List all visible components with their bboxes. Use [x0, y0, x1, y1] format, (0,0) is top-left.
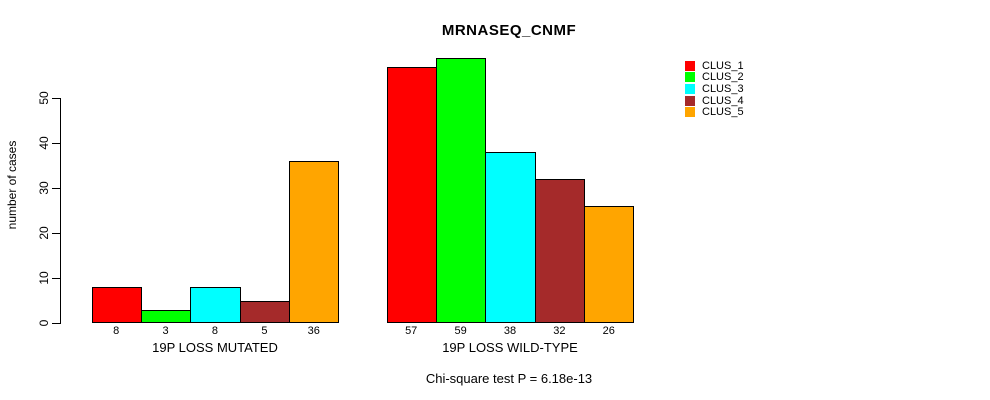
bar-value-label: 38	[503, 325, 517, 337]
y-tick-mark	[52, 98, 60, 99]
bar-value-label: 8	[113, 325, 120, 337]
bar-clus_2	[435, 57, 487, 323]
y-tick-label: 0	[37, 319, 51, 327]
legend-label: CLUS_1	[702, 59, 744, 72]
y-tick-label: 30	[37, 181, 51, 195]
bar-value-label: 32	[553, 325, 566, 337]
legend-swatch-clus_3	[685, 83, 695, 94]
chart-title: MRNASEQ_CNMF	[441, 22, 577, 39]
chi-square-subtitle: Chi-square test P = 6.18e-13	[425, 371, 593, 386]
bar-clus_5	[584, 206, 635, 323]
legend-row: CLUS_2	[685, 72, 744, 84]
legend-label: CLUS_4	[702, 94, 744, 107]
bar-clus_1	[386, 66, 437, 323]
y-tick-label: 10	[37, 271, 51, 285]
legend-label: CLUS_2	[702, 71, 744, 84]
bar-value-label: 59	[454, 325, 467, 337]
bar-clus_4	[534, 179, 586, 323]
y-axis-line	[60, 98, 61, 324]
bar-clus_2	[140, 309, 192, 323]
y-tick-mark	[52, 278, 60, 279]
bar-clus_3	[485, 152, 536, 323]
bar-value-label: 26	[602, 325, 615, 337]
legend-row: CLUS_3	[685, 83, 744, 95]
y-tick-label: 20	[37, 226, 51, 240]
bar-value-label: 57	[405, 325, 418, 337]
bar-clus_5	[289, 161, 340, 323]
legend-label: CLUS_5	[702, 106, 744, 119]
y-tick-mark	[52, 188, 60, 189]
legend-row: CLUS_5	[685, 106, 744, 118]
bar-clus_4	[239, 300, 291, 323]
bar-clus_1	[91, 287, 142, 323]
bar-clus_3	[190, 287, 241, 323]
legend: CLUS_1 CLUS_2 CLUS_3 CLUS_4 CLUS_5	[685, 60, 744, 118]
legend-label: CLUS_3	[702, 82, 744, 95]
group-label: 19P LOSS WILD-TYPE	[442, 340, 578, 355]
y-tick-mark	[52, 143, 60, 144]
legend-swatch-clus_1	[685, 60, 695, 71]
y-tick-mark	[52, 233, 60, 234]
bar-value-label: 5	[261, 325, 268, 337]
bar-value-label: 8	[211, 325, 219, 337]
legend-row: CLUS_1	[685, 60, 744, 72]
legend-swatch-clus_5	[685, 107, 695, 118]
legend-row: CLUS_4	[685, 95, 744, 107]
legend-swatch-clus_4	[685, 95, 695, 106]
y-tick-label: 40	[37, 136, 51, 150]
y-tick-mark	[52, 323, 60, 324]
y-axis-title: number of cases	[5, 140, 19, 230]
legend-swatch-clus_2	[685, 72, 695, 83]
y-tick-label: 50	[37, 91, 51, 105]
group-label: 19P LOSS MUTATED	[152, 340, 278, 355]
bar-value-label: 3	[162, 325, 169, 337]
bar-value-label: 36	[307, 325, 320, 337]
